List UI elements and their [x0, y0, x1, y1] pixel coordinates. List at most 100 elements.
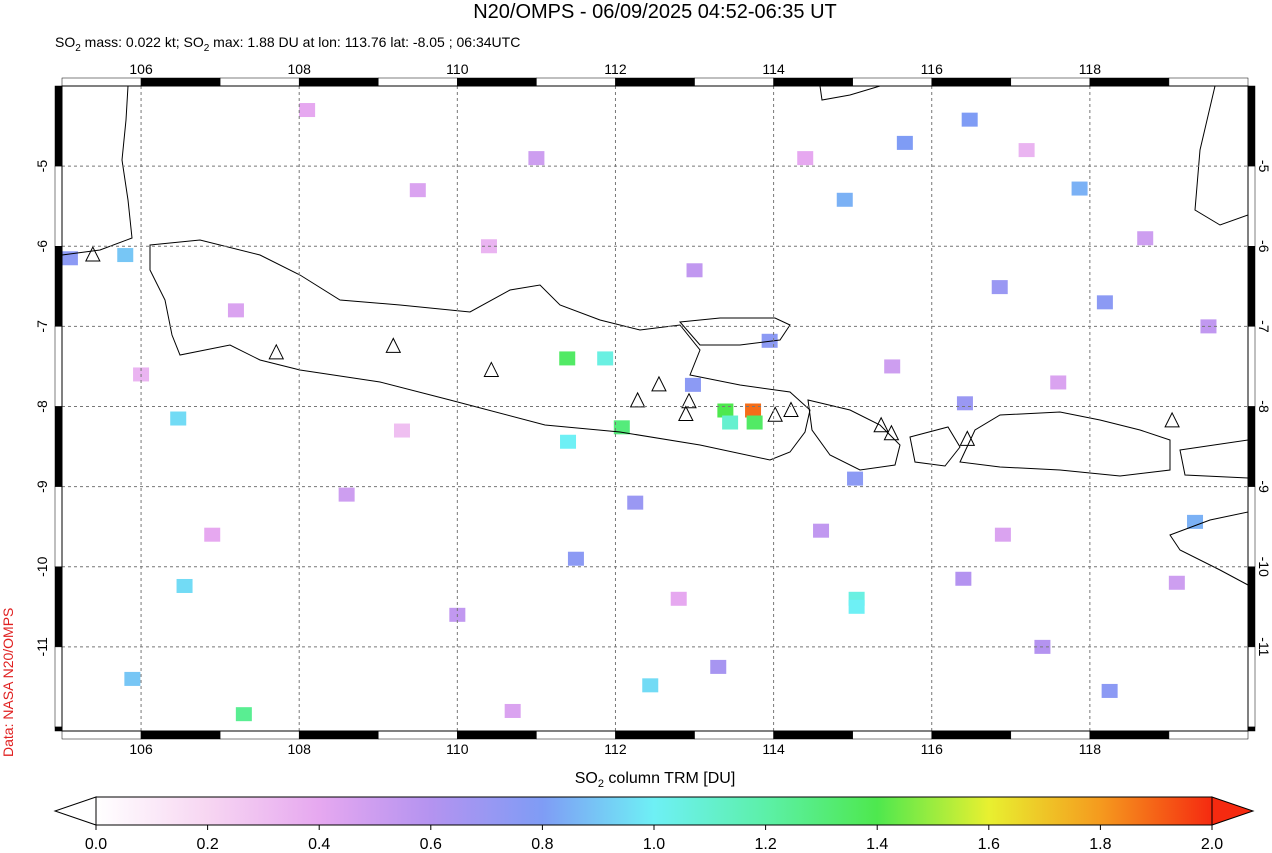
so2-pixel [1071, 181, 1088, 196]
so2-pixel [613, 420, 630, 435]
frame-bar [931, 77, 1012, 87]
frame-bar [54, 326, 63, 407]
map-border [61, 85, 1249, 732]
colorbar-label: SO2 column TRM [DU] [575, 770, 736, 790]
frame-bar [1010, 77, 1091, 87]
volcano [678, 405, 694, 422]
colorbar-tick-label: 0.2 [196, 836, 218, 853]
frame-bar [536, 77, 616, 87]
x-tick-label-bottom: 114 [762, 741, 785, 757]
x-tick-label-top: 118 [1079, 61, 1102, 77]
so2-pixel [955, 571, 972, 586]
madura [678, 317, 791, 346]
so2-pixel [528, 151, 545, 166]
java [149, 239, 811, 461]
label-sub: 2 [598, 778, 604, 790]
so2-pixel [847, 471, 864, 486]
colorbar-tick-label: 0.8 [531, 836, 553, 853]
colorbar-tick-label: 0.6 [420, 836, 442, 853]
frame-bar [219, 77, 300, 87]
frame-bar [773, 77, 853, 87]
frame-bar [140, 730, 221, 740]
x-tick-label-top: 108 [288, 61, 312, 77]
frame [54, 77, 1256, 740]
lombok [909, 426, 961, 467]
volcano [268, 343, 285, 360]
so2-pixel [1137, 231, 1154, 246]
frame-bar [615, 730, 695, 740]
so2-pixel [227, 303, 244, 318]
frame-bar [1247, 726, 1256, 732]
frame-bar [61, 730, 142, 740]
so2-pixel [117, 248, 134, 263]
so2-pixel [504, 703, 521, 718]
frame-bar [1089, 77, 1170, 87]
volcano [85, 245, 101, 262]
y-tick-label-left: -9 [34, 480, 50, 493]
frame-bar [931, 730, 1012, 740]
frame-bar [54, 245, 63, 327]
so2-pixel [994, 527, 1011, 542]
so2-pixel [684, 377, 701, 392]
subtitle-sub: 2 [75, 43, 81, 54]
so2-pixel [559, 351, 576, 366]
frame-bar [1168, 730, 1249, 740]
volcano [651, 375, 667, 392]
so2-pixel [642, 678, 659, 693]
frame-bar [1168, 77, 1249, 87]
subtitle-sub: 2 [204, 43, 210, 54]
so2-pixel [204, 527, 221, 542]
volcano [1164, 411, 1180, 428]
y-tick-label-right: -9 [1256, 480, 1272, 493]
frame-bar [54, 726, 63, 732]
so2-pixel [567, 551, 584, 566]
so2-pixel [176, 578, 193, 593]
colorbar-tick-label: 1.2 [754, 836, 776, 853]
x-tick-label-top: 110 [446, 61, 469, 77]
y-tick-label-left: -11 [34, 637, 50, 656]
title: N20/OMPS - 06/09/2025 04:52-06:35 UT [473, 1, 837, 23]
sumba [1169, 511, 1248, 586]
x-tick-label-top: 112 [604, 61, 627, 77]
volcano [959, 430, 976, 446]
x-tick-label-bottom: 112 [604, 741, 627, 757]
frame-bar [615, 77, 695, 87]
so2-pixel [409, 183, 426, 198]
volcano [873, 416, 889, 433]
frame-bar [1247, 566, 1256, 648]
so2-pixel [836, 192, 853, 207]
frame-bar [1247, 85, 1256, 167]
so2-pixel [710, 659, 727, 674]
frame-bar [298, 730, 379, 740]
volcano [385, 337, 402, 353]
so2-pixel [670, 591, 687, 606]
so2-pixel [991, 280, 1008, 295]
frame-bar [1247, 646, 1256, 728]
so2-pixel [745, 403, 762, 418]
frame-bar [61, 77, 142, 87]
frame-bar [694, 77, 774, 87]
volcano [767, 406, 783, 422]
colorbar-tick-label: 1.6 [978, 836, 1000, 853]
subtitle-part: mass: 0.022 kt; SO [81, 34, 204, 50]
pixel-layer [62, 103, 1217, 722]
so2-pixel [746, 415, 763, 430]
colorbar-tick-label: 2.0 [1201, 836, 1223, 853]
frame-bar [1247, 245, 1256, 327]
so2-pixel [1018, 143, 1035, 158]
label-part: column TRM [DU] [604, 770, 735, 787]
x-tick-label-bottom: 110 [446, 741, 469, 757]
x-tick-label-bottom: 106 [129, 741, 153, 757]
frame-bar [54, 165, 63, 247]
frame-bar [1247, 326, 1256, 407]
frame-bar [773, 730, 853, 740]
coastlines [62, 86, 1248, 586]
so2-pixel [124, 671, 141, 686]
sumatra [62, 86, 133, 256]
colorbar-under [53, 796, 97, 826]
so2-pixel [597, 351, 614, 366]
subtitle-part: SO [55, 34, 75, 50]
so2-pixel [686, 263, 703, 278]
y-tick-label-right: -8 [1256, 400, 1272, 413]
